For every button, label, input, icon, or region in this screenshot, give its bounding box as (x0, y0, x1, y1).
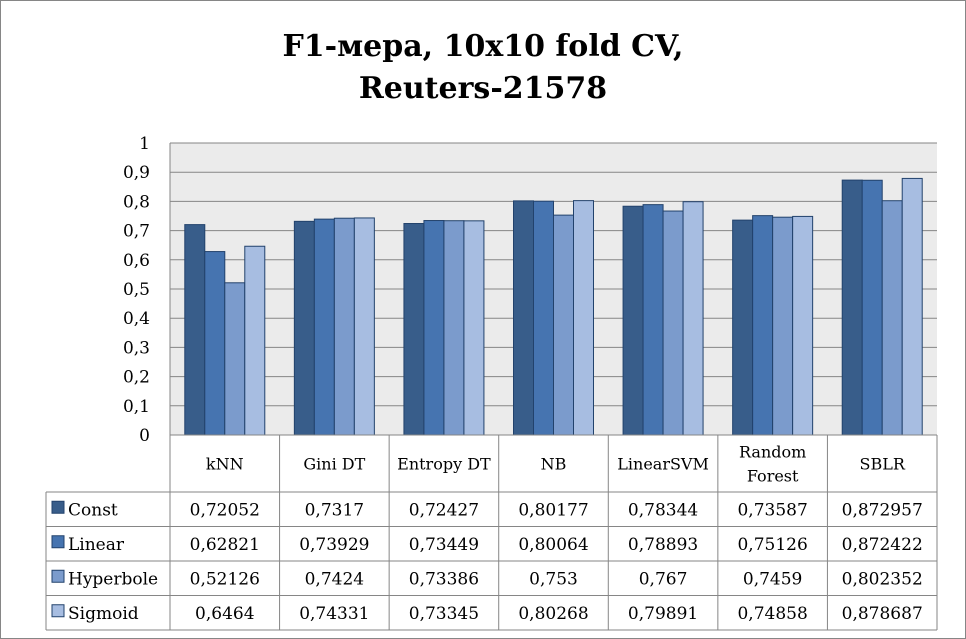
legend-swatch (51, 535, 65, 549)
bar (662, 210, 684, 436)
data-label: 0,74858 (737, 604, 807, 624)
data-label: 0,74331 (299, 604, 369, 624)
y-tick-label: 0,6 (123, 251, 150, 271)
data-label: 0,7424 (305, 569, 364, 589)
category-label: Entropy DT (397, 455, 491, 474)
data-label: 0,6464 (195, 604, 254, 624)
chart-title: F1-мера, 10x10 fold CV, Reuters-21578 (0, 26, 966, 110)
bar (224, 282, 246, 436)
y-tick-label: 0,1 (123, 397, 150, 417)
y-tick-label: 0,3 (123, 338, 150, 358)
legend-label: Hyperbole (68, 569, 158, 589)
bar (244, 245, 266, 436)
data-label: 0,7459 (743, 569, 802, 589)
legend-swatch (51, 569, 65, 583)
y-tick-label: 1 (139, 134, 150, 154)
category-label: Forest (747, 467, 799, 486)
bar (901, 177, 923, 436)
data-label: 0,62821 (190, 535, 260, 555)
legend-swatch (51, 500, 65, 514)
y-tick-label: 0,4 (123, 309, 150, 329)
bar (792, 215, 814, 436)
category-label: NB (541, 455, 567, 474)
bar (184, 224, 206, 436)
bar (463, 220, 485, 436)
y-tick-label: 0 (139, 426, 150, 446)
bar (573, 200, 594, 436)
bar (313, 218, 335, 436)
bar (752, 215, 774, 436)
bar (293, 220, 315, 436)
y-tick-label: 0,2 (123, 368, 150, 388)
bar (443, 220, 465, 436)
data-label: 0,80177 (518, 500, 588, 520)
legend-label: Linear (68, 535, 125, 555)
data-label: 0,872422 (842, 535, 923, 555)
category-label: SBLR (860, 455, 906, 474)
data-label: 0,72427 (409, 500, 479, 520)
bar (204, 251, 226, 436)
data-label: 0,73345 (409, 604, 479, 624)
bar (642, 204, 664, 436)
bar (772, 216, 794, 436)
data-label: 0,80064 (518, 535, 588, 555)
bar (353, 217, 375, 436)
data-label: 0,72052 (190, 500, 260, 520)
y-tick-label: 0,7 (123, 222, 150, 242)
data-label: 0,872957 (842, 500, 923, 520)
data-label: 0,73386 (409, 569, 479, 589)
bar (881, 200, 903, 436)
y-tick-label: 0,5 (123, 280, 150, 300)
y-tick-label: 0,8 (123, 192, 150, 212)
data-label: 0,767 (639, 569, 688, 589)
bar (861, 179, 883, 436)
bar (622, 205, 644, 436)
legend-label: Sigmoid (68, 604, 139, 624)
bar (403, 223, 425, 436)
data-label: 0,73449 (409, 535, 479, 555)
chart-title-line-2: Reuters-21578 (358, 71, 608, 106)
category-label: Gini DT (303, 455, 365, 474)
bar (841, 179, 863, 436)
data-label: 0,75126 (737, 535, 807, 555)
bar (732, 219, 754, 436)
bar (423, 220, 445, 436)
data-label: 0,79891 (628, 604, 698, 624)
data-label: 0,878687 (842, 604, 923, 624)
data-label: 0,7317 (305, 500, 364, 520)
data-label: 0,73929 (299, 535, 369, 555)
category-label: Random (739, 443, 806, 462)
category-label: kNN (206, 455, 244, 474)
bar (533, 200, 554, 436)
bar (333, 217, 355, 436)
category-label: LinearSVM (617, 455, 709, 474)
y-tick-label: 0,9 (123, 163, 150, 183)
data-label: 0,80268 (518, 604, 588, 624)
data-label: 0,78344 (628, 500, 698, 520)
legend-label: Const (68, 500, 118, 520)
bar (682, 201, 704, 436)
data-label: 0,52126 (190, 569, 260, 589)
data-label: 0,78893 (628, 535, 698, 555)
bar (553, 214, 574, 436)
data-label: 0,753 (529, 569, 578, 589)
chart-title-line-1: F1-мера, 10x10 fold CV, (282, 29, 684, 64)
data-label: 0,73587 (737, 500, 807, 520)
data-label: 0,802352 (842, 569, 923, 589)
legend-swatch (51, 604, 65, 618)
bar (513, 200, 534, 436)
